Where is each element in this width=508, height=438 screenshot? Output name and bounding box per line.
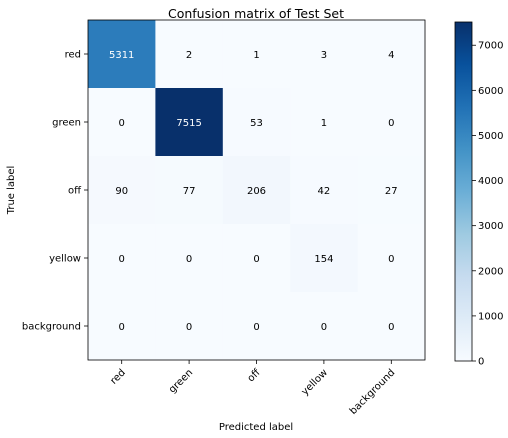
x-axis-ticks: red green off yellow background <box>108 360 397 417</box>
y-tick-label: green <box>52 118 81 129</box>
heatmap-cell <box>290 88 359 157</box>
cell-value-label: 3 <box>321 50 327 61</box>
cell-value-label: 0 <box>119 322 125 333</box>
y-tick-label: background <box>22 322 81 333</box>
heatmap-cells <box>88 20 426 361</box>
heatmap-cell-labels: 5311 2 1 3 4 0 7515 53 1 0 90 77 206 42 27 0 0 0 154 0 0 0 0 0 0 <box>109 50 398 333</box>
heatmap-cell <box>357 224 426 293</box>
colorbar-tick-label: 4000 <box>478 176 503 187</box>
heatmap-cell <box>155 224 224 293</box>
x-axis-label: Predicted label <box>219 422 293 433</box>
heatmap-cell <box>155 20 224 89</box>
x-tick-label: green <box>167 367 195 395</box>
y-axis-ticks: red green off yellow background <box>22 50 88 333</box>
colorbar-tick-label: 2000 <box>478 266 503 277</box>
cell-value-label: 0 <box>186 322 192 333</box>
x-tick-label: red <box>108 367 127 386</box>
heatmap-cell <box>88 88 156 157</box>
heatmap-cell <box>88 224 156 293</box>
cell-value-label: 1 <box>253 50 259 61</box>
cell-value-label: 154 <box>314 254 333 265</box>
colorbar-tick-label: 1000 <box>478 311 503 322</box>
y-tick-label: yellow <box>49 254 81 265</box>
cell-value-label: 77 <box>183 186 196 197</box>
cell-value-label: 4 <box>388 50 394 61</box>
cell-value-label: 0 <box>253 322 259 333</box>
colorbar-tick-label: 5000 <box>478 131 503 142</box>
cell-value-label: 0 <box>119 118 125 129</box>
y-tick-label: red <box>65 50 81 61</box>
cell-value-label: 0 <box>321 322 327 333</box>
heatmap-cell <box>222 156 291 225</box>
heatmap-cell <box>357 88 426 157</box>
colorbar-tick-label: 6000 <box>478 86 503 97</box>
y-tick-label: off <box>68 186 82 197</box>
cell-value-label: 5311 <box>109 50 134 61</box>
cell-value-label: 27 <box>385 186 398 197</box>
cell-value-label: 0 <box>253 254 259 265</box>
heatmap-cell <box>290 292 359 361</box>
heatmap-cell <box>222 292 291 361</box>
heatmap-cell <box>88 20 156 89</box>
heatmap-cell <box>222 20 291 89</box>
cell-value-label: 7515 <box>176 118 201 129</box>
x-tick-label: background <box>348 367 398 417</box>
colorbar-tick-label: 0 <box>478 357 484 368</box>
heatmap-cell <box>290 224 359 293</box>
colorbar: 0 1000 2000 3000 4000 5000 6000 7000 <box>454 21 503 368</box>
x-tick-label: off <box>246 367 264 385</box>
colorbar-tick-label: 7000 <box>478 41 503 52</box>
cell-value-label: 42 <box>318 186 331 197</box>
cell-value-label: 2 <box>186 50 192 61</box>
heatmap-cell <box>290 156 359 225</box>
cell-value-label: 0 <box>388 118 394 129</box>
cell-value-label: 0 <box>388 322 394 333</box>
heatmap-cell <box>357 20 426 89</box>
cell-value-label: 90 <box>115 186 128 197</box>
heatmap-cell <box>222 224 291 293</box>
colorbar-gradient <box>454 21 473 362</box>
heatmap-cell <box>88 292 156 361</box>
chart-title: Confusion matrix of Test Set <box>168 6 344 21</box>
colorbar-tick-label: 3000 <box>478 221 503 232</box>
heatmap-cell <box>155 88 224 157</box>
cell-value-label: 0 <box>186 254 192 265</box>
heatmap-cell <box>88 156 156 225</box>
cell-value-label: 0 <box>388 254 394 265</box>
heatmap-cell <box>222 88 291 157</box>
cell-value-label: 0 <box>119 254 125 265</box>
heatmap-cell <box>357 292 426 361</box>
cell-value-label: 206 <box>247 186 266 197</box>
cell-value-label: 1 <box>321 118 327 129</box>
heatmap-cell <box>155 292 224 361</box>
x-tick-label: yellow <box>300 367 330 397</box>
colorbar-ticks: 0 1000 2000 3000 4000 5000 6000 7000 <box>472 41 503 368</box>
heatmap-cell <box>290 20 359 89</box>
cell-value-label: 53 <box>250 118 263 129</box>
heatmap-cell <box>155 156 224 225</box>
heatmap-cell <box>357 156 426 225</box>
y-axis-label: True label <box>6 166 17 216</box>
